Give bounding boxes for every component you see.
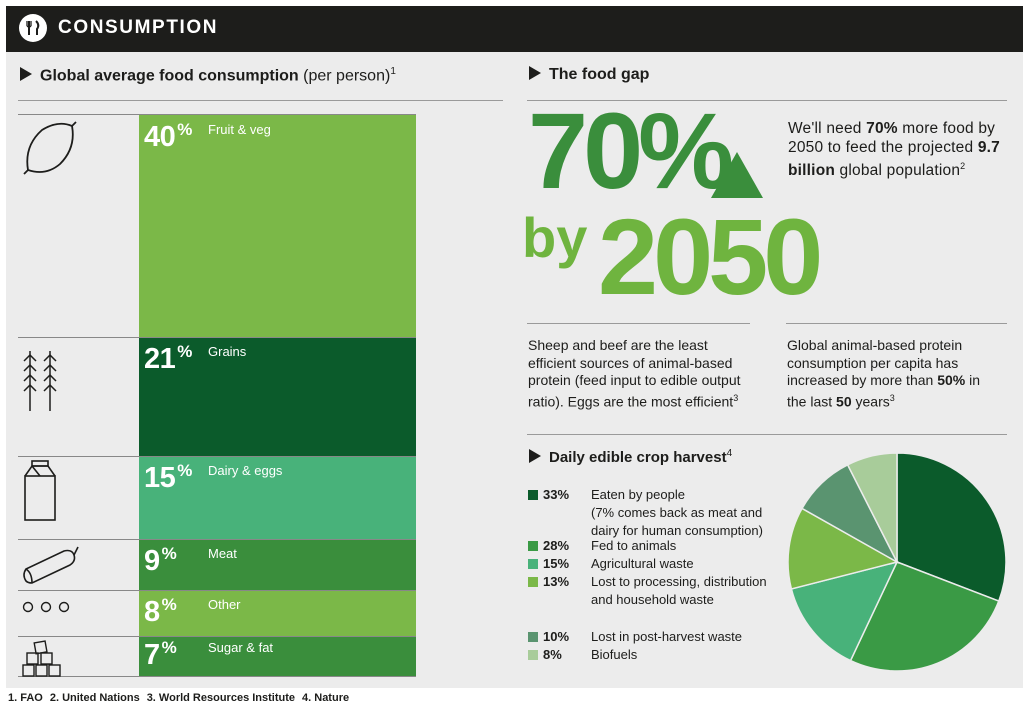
triangle-arrow-icon [529, 449, 541, 463]
big-year: 2050 [598, 196, 823, 317]
page-title: CONSUMPTION [58, 17, 219, 38]
big-percent: 70% [528, 90, 734, 211]
bar-value: 8 [144, 596, 160, 628]
divider [527, 323, 750, 324]
bar-sugar-fat: 7% Sugar & fat [139, 636, 416, 676]
row-divider [18, 590, 416, 591]
dots-icon [22, 600, 72, 619]
bar-meat: 9% Meat [139, 539, 416, 590]
row-divider [18, 539, 416, 540]
bar-value: 15 [144, 462, 176, 494]
pie-chart [787, 452, 1007, 672]
pie-slice [790, 560, 899, 662]
divider [18, 100, 503, 101]
legend-swatch [528, 490, 538, 500]
bar-value: 7 [144, 639, 160, 671]
up-triangle-icon [711, 152, 763, 198]
row-divider [18, 456, 416, 457]
big-by: by [522, 206, 588, 269]
consumption-title: Global average food consumption [40, 67, 299, 85]
reference: 3. World Resources Institute [146, 692, 296, 704]
sausage-icon [20, 543, 80, 590]
legend-swatch [528, 577, 538, 587]
protein-text: Global animal-based protein consumption … [787, 337, 981, 410]
bar-label: Fruit & veg [208, 122, 271, 137]
bar-value: 21 [144, 343, 176, 375]
divider [786, 323, 1007, 324]
milk-carton-icon [22, 460, 58, 527]
row-divider [18, 337, 416, 338]
footer-references: 1. FAO 2. United Nations 3. World Resource… [8, 692, 356, 704]
divider [527, 100, 1007, 101]
bar-fruit-veg: 40% Fruit & veg [139, 115, 416, 337]
bar-grains: 21% Grains [139, 337, 416, 456]
bar-other: 8% Other [139, 590, 416, 636]
bar-label: Meat [208, 546, 237, 561]
consumption-heading: Global average food consumption (per per… [20, 66, 396, 85]
pie-slice [896, 452, 1007, 603]
food-gap-title: The food gap [549, 66, 650, 83]
reference: 1. FAO [8, 692, 43, 704]
footnote-ref: 1 [390, 66, 396, 77]
reference: 2. United Nations [49, 692, 140, 704]
lemon-icon [20, 118, 80, 183]
legend-swatch [528, 541, 538, 551]
legend-swatch [528, 650, 538, 660]
bar-label: Grains [208, 344, 247, 359]
bar-value: 9 [144, 545, 160, 577]
pie-slice [787, 507, 899, 590]
bar-label: Other [208, 597, 241, 612]
pie-slice [849, 561, 1000, 672]
bar-label: Sugar & fat [208, 640, 274, 655]
cutlery-icon [19, 14, 47, 42]
row-divider [18, 114, 416, 115]
food-gap-heading: The food gap [529, 66, 649, 84]
row-divider [18, 676, 416, 677]
row-divider [18, 636, 416, 637]
legend-swatch [528, 632, 538, 642]
reference: 4. Nature [302, 692, 350, 704]
wheat-icon [18, 345, 62, 418]
bar-label: Dairy & eggs [208, 463, 283, 478]
harvest-heading: Daily edible crop harvest4 [529, 448, 732, 466]
legend-swatch [528, 559, 538, 569]
bar-value: 40 [144, 121, 176, 153]
pie-slice [846, 452, 898, 563]
triangle-arrow-icon [529, 66, 541, 80]
food-gap-description: We'll need 70% more food by 2050 to feed… [788, 120, 1000, 180]
consumption-title-suffix: (per person) [303, 67, 391, 85]
triangle-arrow-icon [20, 67, 32, 82]
header-bar: CONSUMPTION [6, 6, 1023, 52]
harvest-title: Daily edible crop harvest [549, 449, 727, 466]
divider [527, 434, 1007, 435]
sugar-cubes-icon [22, 640, 62, 683]
bar-dairy-eggs: 15% Dairy & eggs [139, 456, 416, 539]
sheep-beef-text: Sheep and beef are the least efficient s… [528, 337, 741, 410]
